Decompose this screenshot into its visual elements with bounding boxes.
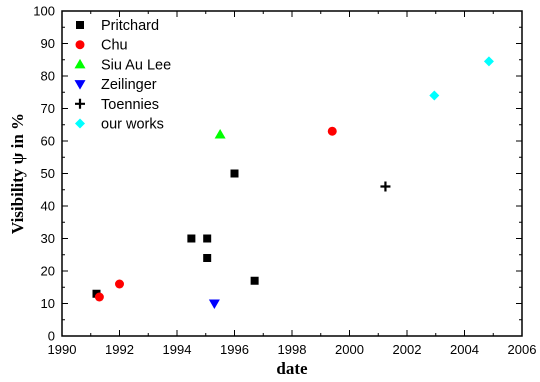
- x-tick-label: 1994: [163, 342, 192, 357]
- point-chu: [327, 126, 337, 136]
- x-axis-title: date: [276, 359, 308, 378]
- point-our-works: [429, 90, 440, 101]
- y-tick-label: 60: [41, 134, 55, 149]
- point-zeilinger: [208, 299, 220, 309]
- point-our-works: [483, 56, 494, 67]
- y-tick-label: 20: [41, 264, 55, 279]
- legend-marker: [75, 40, 85, 50]
- x-tick-label: 1990: [48, 342, 77, 357]
- x-tick-label: 2004: [450, 342, 479, 357]
- point-pritchard: [230, 169, 239, 178]
- x-tick-label: 1998: [278, 342, 307, 357]
- point-pritchard: [250, 276, 259, 285]
- legend-marker: [75, 98, 85, 109]
- x-tick-label: 2000: [335, 342, 364, 357]
- data-marks: [92, 56, 494, 309]
- y-axis-title: Visibility ψ in %: [8, 113, 27, 234]
- point-pritchard: [203, 254, 212, 262]
- legend-marker: [75, 118, 85, 129]
- legend: Pritchard Chu Siu Au Lee Zeilinger Toennies o…: [74, 18, 171, 133]
- y-tick-label: 90: [41, 36, 55, 51]
- legend-label: Siu Au Lee: [101, 57, 171, 73]
- y-tick-label: 40: [41, 199, 55, 214]
- y-tick-label: 0: [48, 329, 55, 344]
- x-tick-label: 1996: [220, 342, 249, 357]
- x-tick-label: 2006: [508, 342, 537, 357]
- y-tick-label: 100: [33, 4, 55, 19]
- point-siu-au-lee: [214, 129, 226, 139]
- legend-label: our works: [101, 117, 164, 133]
- y-tick-label: 10: [41, 296, 55, 311]
- plot-frame: [61, 10, 523, 337]
- legend-label: Pritchard: [101, 18, 159, 34]
- point-pritchard: [203, 234, 212, 243]
- point-chu: [115, 279, 124, 289]
- axis-ticks: 1990 1992 1994 1996 1998 2000 2002 2004 20060102…: [33, 4, 536, 358]
- y-tick-label: 50: [41, 166, 55, 181]
- point-pritchard: [187, 234, 196, 243]
- legend-label: Chu: [101, 38, 128, 54]
- legend-marker: [74, 80, 86, 90]
- legend-marker: [76, 21, 84, 29]
- x-tick-label: 2002: [393, 342, 422, 357]
- point-chu: [94, 292, 104, 302]
- legend-label: Toennies: [101, 97, 159, 113]
- y-tick-label: 80: [41, 69, 55, 84]
- legend-label: Zeilinger: [101, 77, 157, 93]
- y-tick-label: 30: [41, 231, 55, 246]
- point-toennies: [380, 181, 391, 192]
- legend-marker: [74, 58, 86, 69]
- y-tick-label: 70: [41, 101, 55, 116]
- x-tick-label: 1992: [105, 342, 134, 357]
